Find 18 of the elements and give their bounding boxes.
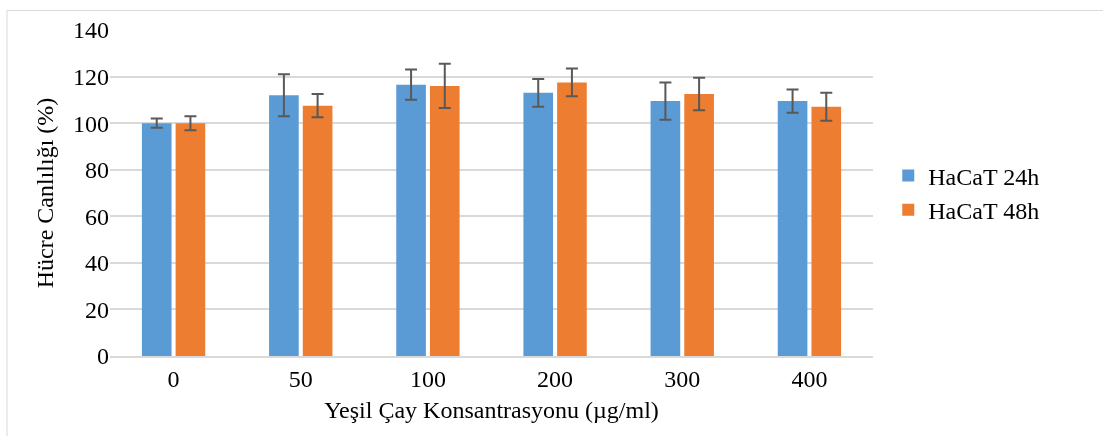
y-tick-label: 20 <box>85 296 109 323</box>
x-tick-label: 400 <box>791 365 828 392</box>
y-tick-label: 40 <box>85 250 109 277</box>
x-tick-label: 300 <box>664 365 701 392</box>
x-tick-label: 100 <box>409 365 446 392</box>
legend-label: HaCaT 24h <box>928 163 1040 190</box>
x-tick-label: 0 <box>167 365 180 392</box>
x-axis-title: Yeşil Çay Konsantrasyonu (µg/ml) <box>324 396 659 423</box>
y-tick-label: 120 <box>73 63 109 90</box>
y-tick-label: 60 <box>85 203 109 230</box>
y-tick-label: 140 <box>73 17 109 44</box>
x-tick-label: 200 <box>537 365 574 392</box>
x-tick-label: 50 <box>288 365 313 392</box>
y-tick-label: 100 <box>73 110 109 137</box>
y-tick-label: 80 <box>85 157 109 184</box>
y-tick-label: 0 <box>97 343 109 370</box>
legend-label: HaCaT 48h <box>928 198 1040 225</box>
y-axis-title: Hücre Canlılığı (%) <box>32 97 59 289</box>
